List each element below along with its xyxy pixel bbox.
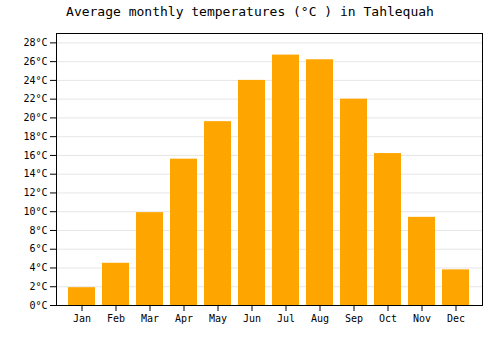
svg-text:14°C: 14°C <box>23 168 47 179</box>
svg-text:0°C: 0°C <box>29 300 47 311</box>
svg-text:Jan: Jan <box>73 313 91 324</box>
svg-text:2°C: 2°C <box>29 281 47 292</box>
svg-text:Apr: Apr <box>175 313 193 324</box>
svg-text:8°C: 8°C <box>29 225 47 236</box>
svg-text:Feb: Feb <box>107 313 125 324</box>
svg-text:12°C: 12°C <box>23 187 47 198</box>
svg-text:Aug: Aug <box>311 313 329 324</box>
svg-text:4°C: 4°C <box>29 262 47 273</box>
svg-text:28°C: 28°C <box>23 37 47 48</box>
svg-text:Oct: Oct <box>379 313 397 324</box>
svg-text:16°C: 16°C <box>23 150 47 161</box>
html-text:Average monthly temperatures (: Average monthly temperatures (°C ) in Ta… <box>66 4 434 19</box>
svg-text:24°C: 24°C <box>23 75 47 86</box>
svg-text:Jul: Jul <box>277 313 295 324</box>
svg-text:20°C: 20°C <box>23 112 47 123</box>
svg-text:22°C: 22°C <box>23 93 47 104</box>
svg-text:6°C: 6°C <box>29 243 47 254</box>
svg-text:Jun: Jun <box>243 313 261 324</box>
svg-text:May: May <box>209 313 227 324</box>
svg-text:Dec: Dec <box>447 313 465 324</box>
svg-text:18°C: 18°C <box>23 131 47 142</box>
svg-text:Mar: Mar <box>141 313 159 324</box>
svg-text:Nov: Nov <box>413 313 431 324</box>
svg-text:26°C: 26°C <box>23 56 47 67</box>
svg-text:Sep: Sep <box>345 313 363 324</box>
svg-text:10°C: 10°C <box>23 206 47 217</box>
